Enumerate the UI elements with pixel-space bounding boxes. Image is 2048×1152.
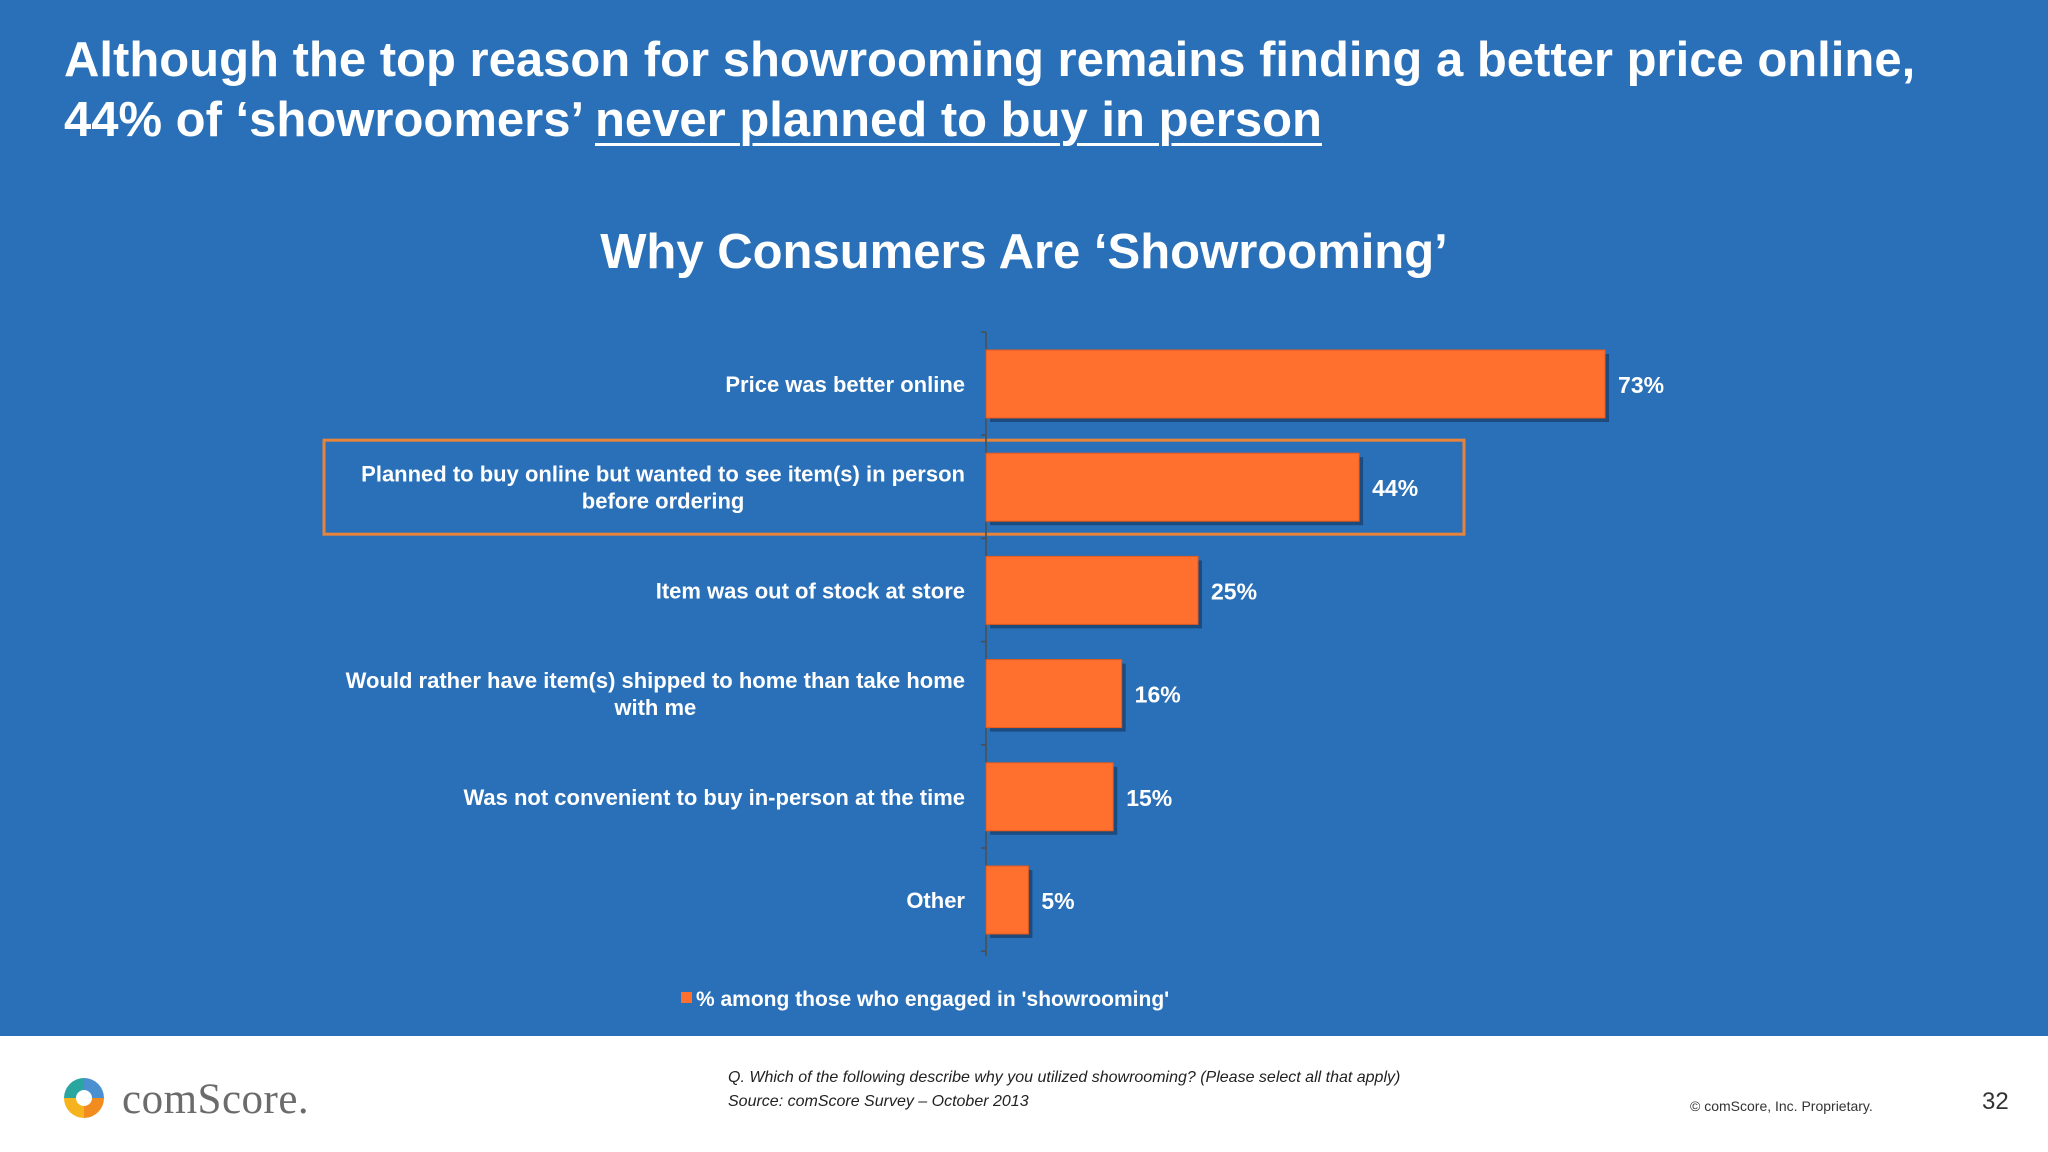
value-label: 16% (1135, 682, 1181, 708)
category-label: Was not convenient to buy in-person at t… (463, 785, 965, 810)
value-label: 73% (1618, 372, 1664, 398)
bar-chart: 73% Price was better online 44% Planned to … (322, 331, 1664, 1011)
bar (985, 865, 1029, 935)
headline-emphasis: never planned to buy in person (595, 93, 1322, 147)
bar (985, 659, 1123, 729)
copyright-notice: © comScore, Inc. Proprietary. (1690, 1098, 1873, 1114)
category-label: Price was better online (725, 372, 965, 397)
survey-source: Source: comScore Survey – October 2013 (728, 1093, 1029, 1110)
comscore-logo-text: comScore. (122, 1076, 310, 1123)
chart-title: Why Consumers Are ‘Showrooming’ (600, 225, 1448, 279)
headline-line-1: Although the top reason for showrooming … (64, 33, 1916, 87)
value-label: 15% (1126, 785, 1172, 811)
category-label: Would rather have item(s) shipped to hom… (346, 668, 965, 693)
value-label: 5% (1041, 888, 1074, 914)
headline-line-2-prefix: 44% of ‘showroomers’ (64, 93, 595, 147)
bar (985, 452, 1360, 522)
headline-line-2: 44% of ‘showroomers’ never planned to bu… (64, 90, 2024, 150)
value-label: 25% (1211, 578, 1257, 604)
bar (985, 762, 1114, 832)
legend-swatch (681, 992, 692, 1003)
bar (985, 349, 1606, 419)
survey-question: Q. Which of the following describe why y… (728, 1069, 1401, 1086)
comscore-logo-icon (64, 1078, 104, 1118)
category-label: Planned to buy online but wanted to see … (361, 462, 965, 487)
highlight-frame (322, 438, 1466, 536)
category-label: Other (906, 888, 965, 913)
category-label: Item was out of stock at store (656, 578, 965, 603)
footer (0, 1036, 2048, 1152)
value-label: 44% (1372, 475, 1418, 501)
legend-label: % among those who engaged in 'showroomin… (696, 988, 1169, 1011)
page-number: 32 (1982, 1088, 2009, 1115)
slide-headline: Although the top reason for showrooming … (64, 30, 2024, 150)
category-label: before ordering (582, 489, 745, 514)
bar (985, 555, 1199, 625)
category-label: with me (613, 695, 696, 720)
